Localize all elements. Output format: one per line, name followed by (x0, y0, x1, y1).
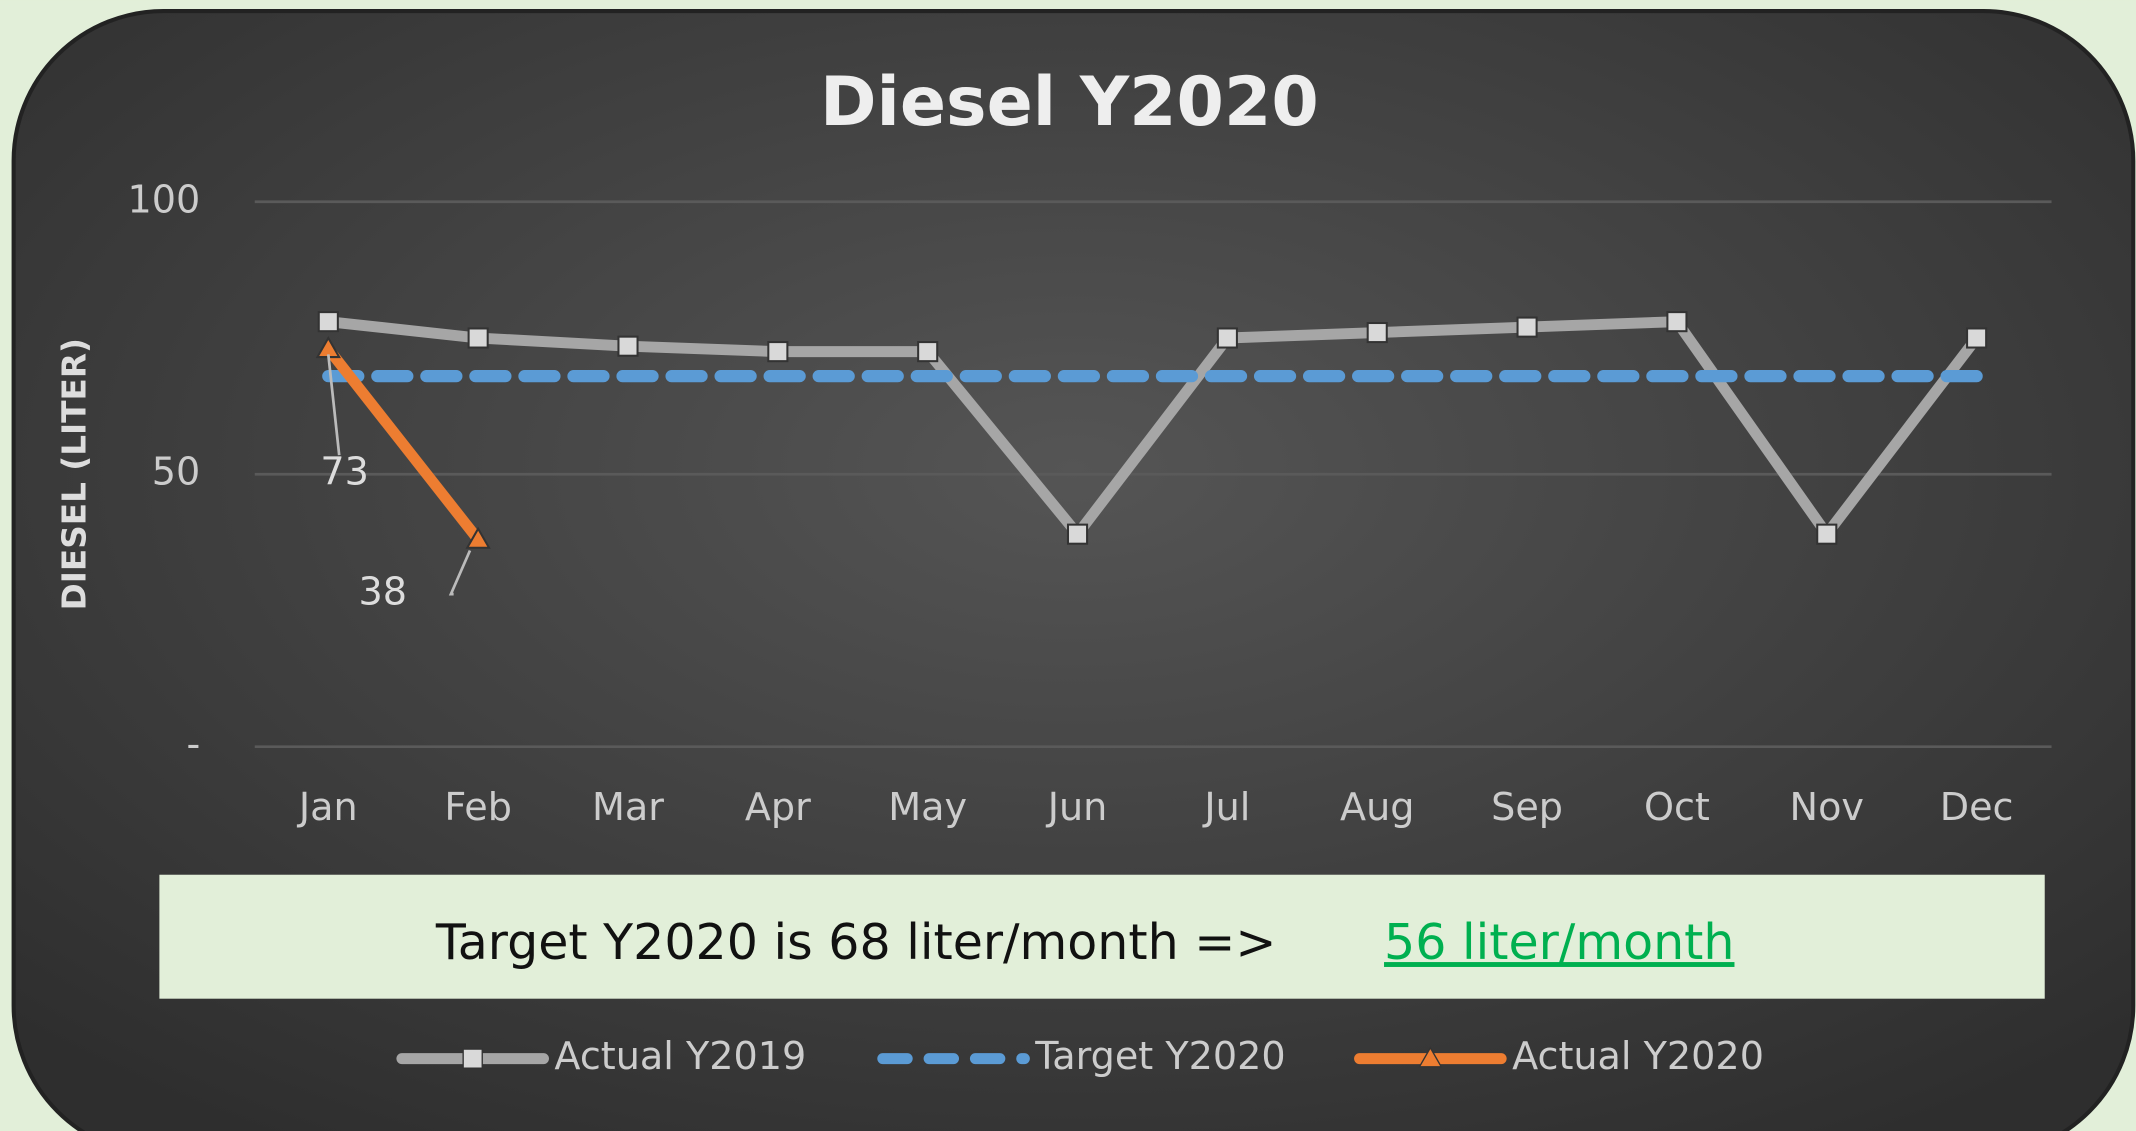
data-label: 73 (320, 450, 369, 494)
label-leader (326, 354, 341, 456)
legend-label: Actual Y2019 (554, 1034, 806, 1078)
x-tick-label: Jan (297, 785, 358, 829)
marker (917, 341, 939, 363)
legend-marker (462, 1048, 483, 1069)
marker (767, 341, 789, 363)
y-tick-label: 50 (152, 450, 201, 494)
marker (1216, 327, 1238, 349)
legend-marker (1418, 1046, 1443, 1068)
chart-title: Diesel Y2020 (820, 63, 1319, 142)
data-label: 38 (359, 570, 408, 614)
x-tick-label: Jun (1046, 785, 1108, 829)
x-tick-label: Jul (1202, 785, 1250, 829)
marker (1966, 327, 1988, 349)
marker (1516, 316, 1538, 338)
x-tick-label: Apr (745, 785, 811, 829)
marker (617, 335, 639, 357)
legend-label: Target Y2020 (1034, 1034, 1285, 1078)
x-tick-label: Oct (1644, 785, 1710, 829)
marker (1666, 311, 1688, 333)
x-tick-label: Sep (1491, 785, 1563, 829)
series-line (324, 345, 483, 543)
marker (1366, 321, 1388, 344)
x-tick-label: Dec (1940, 785, 2014, 829)
annotation-text: Target Y2020 is 68 liter/month => (435, 913, 1277, 971)
marker (467, 327, 489, 349)
x-tick-label: May (888, 785, 967, 829)
marker (1066, 523, 1089, 545)
marker (317, 311, 339, 333)
x-tick-label: Aug (1340, 785, 1414, 829)
y-tick-label: 100 (127, 177, 200, 221)
y-tick-label: - (186, 722, 200, 766)
chart-panel (11, 9, 2136, 1131)
annotation-box (159, 874, 2045, 999)
annotation-highlight: 56 liter/month (1384, 913, 1734, 971)
y-axis-label: DIESEL (LITER) (55, 338, 93, 610)
marker (465, 526, 491, 549)
legend-label: Actual Y2020 (1512, 1034, 1764, 1078)
x-tick-label: Mar (592, 785, 664, 829)
x-tick-label: Feb (444, 785, 512, 829)
x-tick-label: Nov (1790, 785, 1864, 829)
label-leader (448, 549, 472, 596)
series-line (327, 316, 1981, 540)
marker (1816, 523, 1838, 545)
